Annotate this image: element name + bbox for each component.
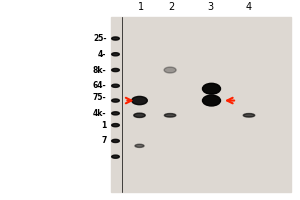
- Text: 8k-: 8k-: [93, 66, 106, 75]
- Ellipse shape: [202, 83, 220, 94]
- Ellipse shape: [243, 114, 255, 117]
- Text: 2: 2: [168, 2, 174, 12]
- Ellipse shape: [164, 114, 176, 117]
- Text: 75-: 75-: [93, 93, 106, 102]
- Ellipse shape: [112, 99, 119, 102]
- Ellipse shape: [202, 95, 220, 106]
- Text: 25-: 25-: [93, 34, 106, 43]
- Text: 1: 1: [101, 121, 106, 130]
- Text: 1: 1: [138, 2, 144, 12]
- Ellipse shape: [112, 139, 119, 143]
- Ellipse shape: [132, 96, 147, 105]
- Bar: [111, 17, 291, 192]
- Ellipse shape: [112, 155, 119, 158]
- Ellipse shape: [112, 53, 119, 56]
- Ellipse shape: [112, 84, 119, 87]
- Ellipse shape: [112, 68, 119, 72]
- Text: 4-: 4-: [98, 50, 106, 59]
- Ellipse shape: [112, 37, 119, 40]
- Text: 7: 7: [101, 136, 106, 145]
- Text: 4: 4: [246, 2, 252, 12]
- Ellipse shape: [112, 124, 119, 127]
- Ellipse shape: [134, 113, 145, 117]
- Text: 64-: 64-: [93, 81, 106, 90]
- Text: 4k-: 4k-: [93, 109, 106, 118]
- Ellipse shape: [112, 112, 119, 115]
- Ellipse shape: [164, 67, 176, 73]
- Text: 3: 3: [207, 2, 213, 12]
- Ellipse shape: [135, 144, 144, 147]
